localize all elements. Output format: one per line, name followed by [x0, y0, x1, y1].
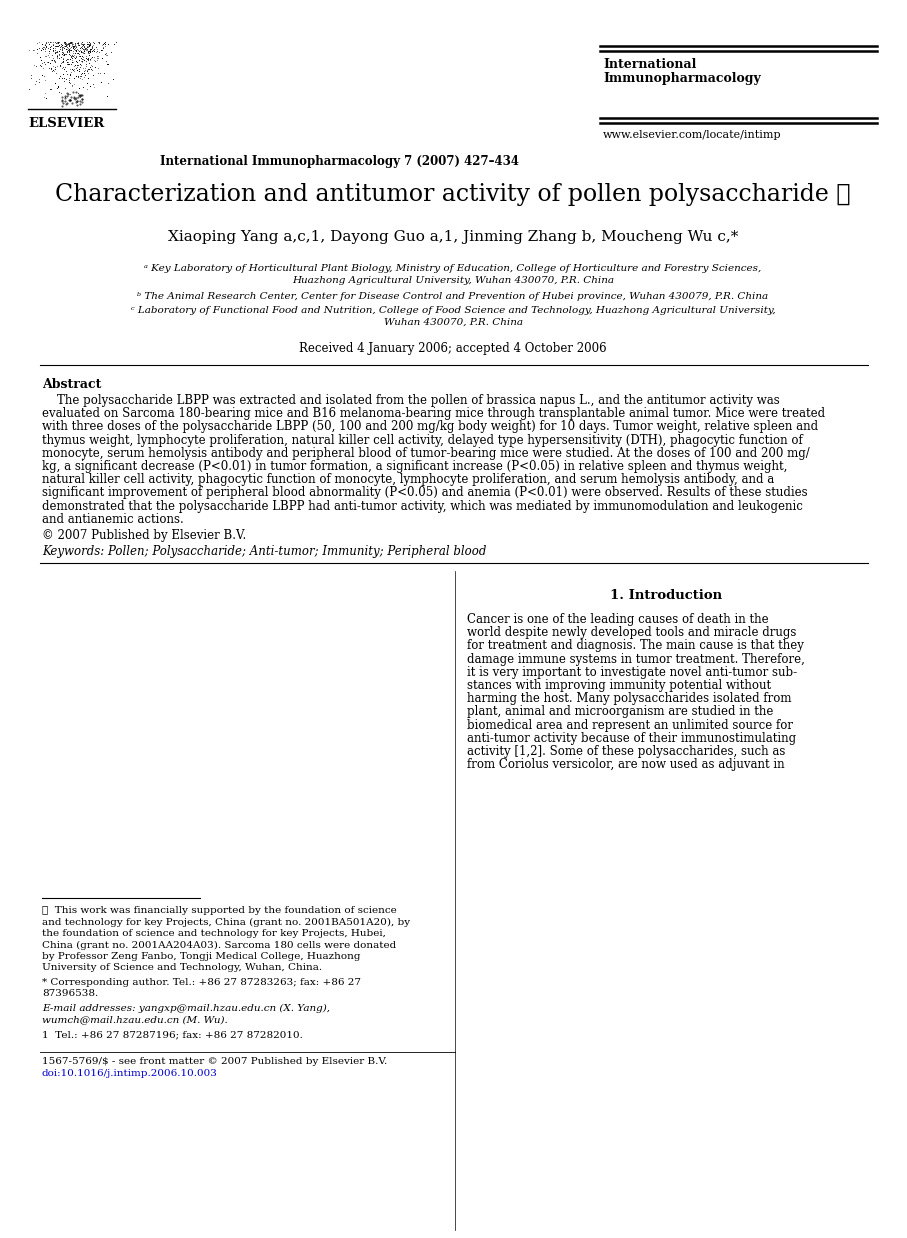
Text: with three doses of the polysaccharide LBPP (50, 100 and 200 mg/kg body weight) : with three doses of the polysaccharide L…	[42, 421, 818, 433]
Text: plant, animal and microorganism are studied in the: plant, animal and microorganism are stud…	[467, 706, 774, 718]
Text: ᵃ Key Laboratory of Horticultural Plant Biology, Ministry of Education, College : ᵃ Key Laboratory of Horticultural Plant …	[144, 264, 762, 274]
Text: evaluated on Sarcoma 180-bearing mice and B16 melanoma-bearing mice through tran: evaluated on Sarcoma 180-bearing mice an…	[42, 407, 825, 420]
Text: damage immune systems in tumor treatment. Therefore,: damage immune systems in tumor treatment…	[467, 652, 805, 666]
Text: the foundation of science and technology for key Projects, Hubei,: the foundation of science and technology…	[42, 928, 385, 938]
Text: kg, a significant decrease (P<0.01) in tumor formation, a significant increase (: kg, a significant decrease (P<0.01) in t…	[42, 461, 787, 473]
Text: ★  This work was financially supported by the foundation of science: ★ This work was financially supported by…	[42, 906, 396, 915]
Text: The polysaccharide LBPP was extracted and isolated from the pollen of brassica n: The polysaccharide LBPP was extracted an…	[42, 394, 780, 407]
Text: significant improvement of peripheral blood abnormality (P<0.05) and anemia (P<0: significant improvement of peripheral bl…	[42, 487, 807, 499]
Text: wumch@mail.hzau.edu.cn (M. Wu).: wumch@mail.hzau.edu.cn (M. Wu).	[42, 1015, 228, 1025]
Text: © 2007 Published by Elsevier B.V.: © 2007 Published by Elsevier B.V.	[42, 529, 246, 542]
Text: biomedical area and represent an unlimited source for: biomedical area and represent an unlimit…	[467, 718, 793, 732]
Text: stances with improving immunity potential without: stances with improving immunity potentia…	[467, 678, 771, 692]
Text: monocyte, serum hemolysis antibody and peripheral blood of tumor-bearing mice we: monocyte, serum hemolysis antibody and p…	[42, 447, 810, 459]
Text: harming the host. Many polysaccharides isolated from: harming the host. Many polysaccharides i…	[467, 692, 792, 706]
Text: by Professor Zeng Fanbo, Tongji Medical College, Huazhong: by Professor Zeng Fanbo, Tongji Medical …	[42, 952, 360, 961]
Text: 1567-5769/$ - see front matter © 2007 Published by Elsevier B.V.: 1567-5769/$ - see front matter © 2007 Pu…	[42, 1057, 387, 1066]
Text: doi:10.1016/j.intimp.2006.10.003: doi:10.1016/j.intimp.2006.10.003	[42, 1068, 218, 1078]
Text: Wuhan 430070, P.R. China: Wuhan 430070, P.R. China	[384, 318, 522, 327]
Text: natural killer cell activity, phagocytic function of monocyte, lymphocyte prolif: natural killer cell activity, phagocytic…	[42, 473, 775, 487]
Text: for treatment and diagnosis. The main cause is that they: for treatment and diagnosis. The main ca…	[467, 639, 804, 652]
Text: Cancer is one of the leading causes of death in the: Cancer is one of the leading causes of d…	[467, 613, 768, 626]
Text: 1  Tel.: +86 27 87287196; fax: +86 27 87282010.: 1 Tel.: +86 27 87287196; fax: +86 27 872…	[42, 1030, 303, 1039]
Text: International: International	[603, 58, 697, 71]
Text: Immunopharmacology: Immunopharmacology	[603, 72, 761, 85]
Text: Abstract: Abstract	[42, 378, 102, 391]
Text: ELSEVIER: ELSEVIER	[28, 118, 104, 130]
Text: Received 4 January 2006; accepted 4 October 2006: Received 4 January 2006; accepted 4 Octo…	[299, 342, 607, 355]
Text: Characterization and antitumor activity of pollen polysaccharide ☆: Characterization and antitumor activity …	[55, 183, 851, 206]
Text: thymus weight, lymphocyte proliferation, natural killer cell activity, delayed t: thymus weight, lymphocyte proliferation,…	[42, 433, 803, 447]
Text: International Immunopharmacology 7 (2007) 427–434: International Immunopharmacology 7 (2007…	[161, 155, 520, 168]
Text: Xiaoping Yang a,c,1, Dayong Guo a,1, Jinming Zhang b, Moucheng Wu c,*: Xiaoping Yang a,c,1, Dayong Guo a,1, Jin…	[168, 230, 738, 244]
Text: and technology for key Projects, China (grant no. 2001BA501A20), by: and technology for key Projects, China (…	[42, 917, 410, 926]
Text: demonstrated that the polysaccharide LBPP had anti-tumor activity, which was med: demonstrated that the polysaccharide LBP…	[42, 500, 803, 513]
Text: activity [1,2]. Some of these polysaccharides, such as: activity [1,2]. Some of these polysaccha…	[467, 745, 785, 758]
Text: China (grant no. 2001AA204A03). Sarcoma 180 cells were donated: China (grant no. 2001AA204A03). Sarcoma …	[42, 941, 396, 950]
Text: 87396538.: 87396538.	[42, 989, 98, 999]
Text: it is very important to investigate novel anti-tumor sub-: it is very important to investigate nove…	[467, 666, 797, 678]
Text: world despite newly developed tools and miracle drugs: world despite newly developed tools and …	[467, 626, 796, 639]
Text: www.elsevier.com/locate/intimp: www.elsevier.com/locate/intimp	[603, 130, 782, 140]
Text: Keywords: Pollen; Polysaccharide; Anti-tumor; Immunity; Peripheral blood: Keywords: Pollen; Polysaccharide; Anti-t…	[42, 545, 486, 558]
Text: from Coriolus versicolor, are now used as adjuvant in: from Coriolus versicolor, are now used a…	[467, 758, 785, 771]
Text: E-mail addresses: yangxp@mail.hzau.edu.cn (X. Yang),: E-mail addresses: yangxp@mail.hzau.edu.c…	[42, 1004, 330, 1013]
Text: 1. Introduction: 1. Introduction	[610, 589, 722, 602]
Text: and antianemic actions.: and antianemic actions.	[42, 513, 184, 526]
Text: ᶜ Laboratory of Functional Food and Nutrition, College of Food Science and Techn: ᶜ Laboratory of Functional Food and Nutr…	[131, 306, 775, 314]
Text: anti-tumor activity because of their immunostimulating: anti-tumor activity because of their imm…	[467, 732, 796, 745]
Text: ᵇ The Animal Research Center, Center for Disease Control and Prevention of Hubei: ᵇ The Animal Research Center, Center for…	[138, 292, 768, 301]
Text: Huazhong Agricultural University, Wuhan 430070, P.R. China: Huazhong Agricultural University, Wuhan …	[292, 276, 614, 285]
Text: * Corresponding author. Tel.: +86 27 87283263; fax: +86 27: * Corresponding author. Tel.: +86 27 872…	[42, 978, 361, 987]
Text: University of Science and Technology, Wuhan, China.: University of Science and Technology, Wu…	[42, 963, 322, 973]
